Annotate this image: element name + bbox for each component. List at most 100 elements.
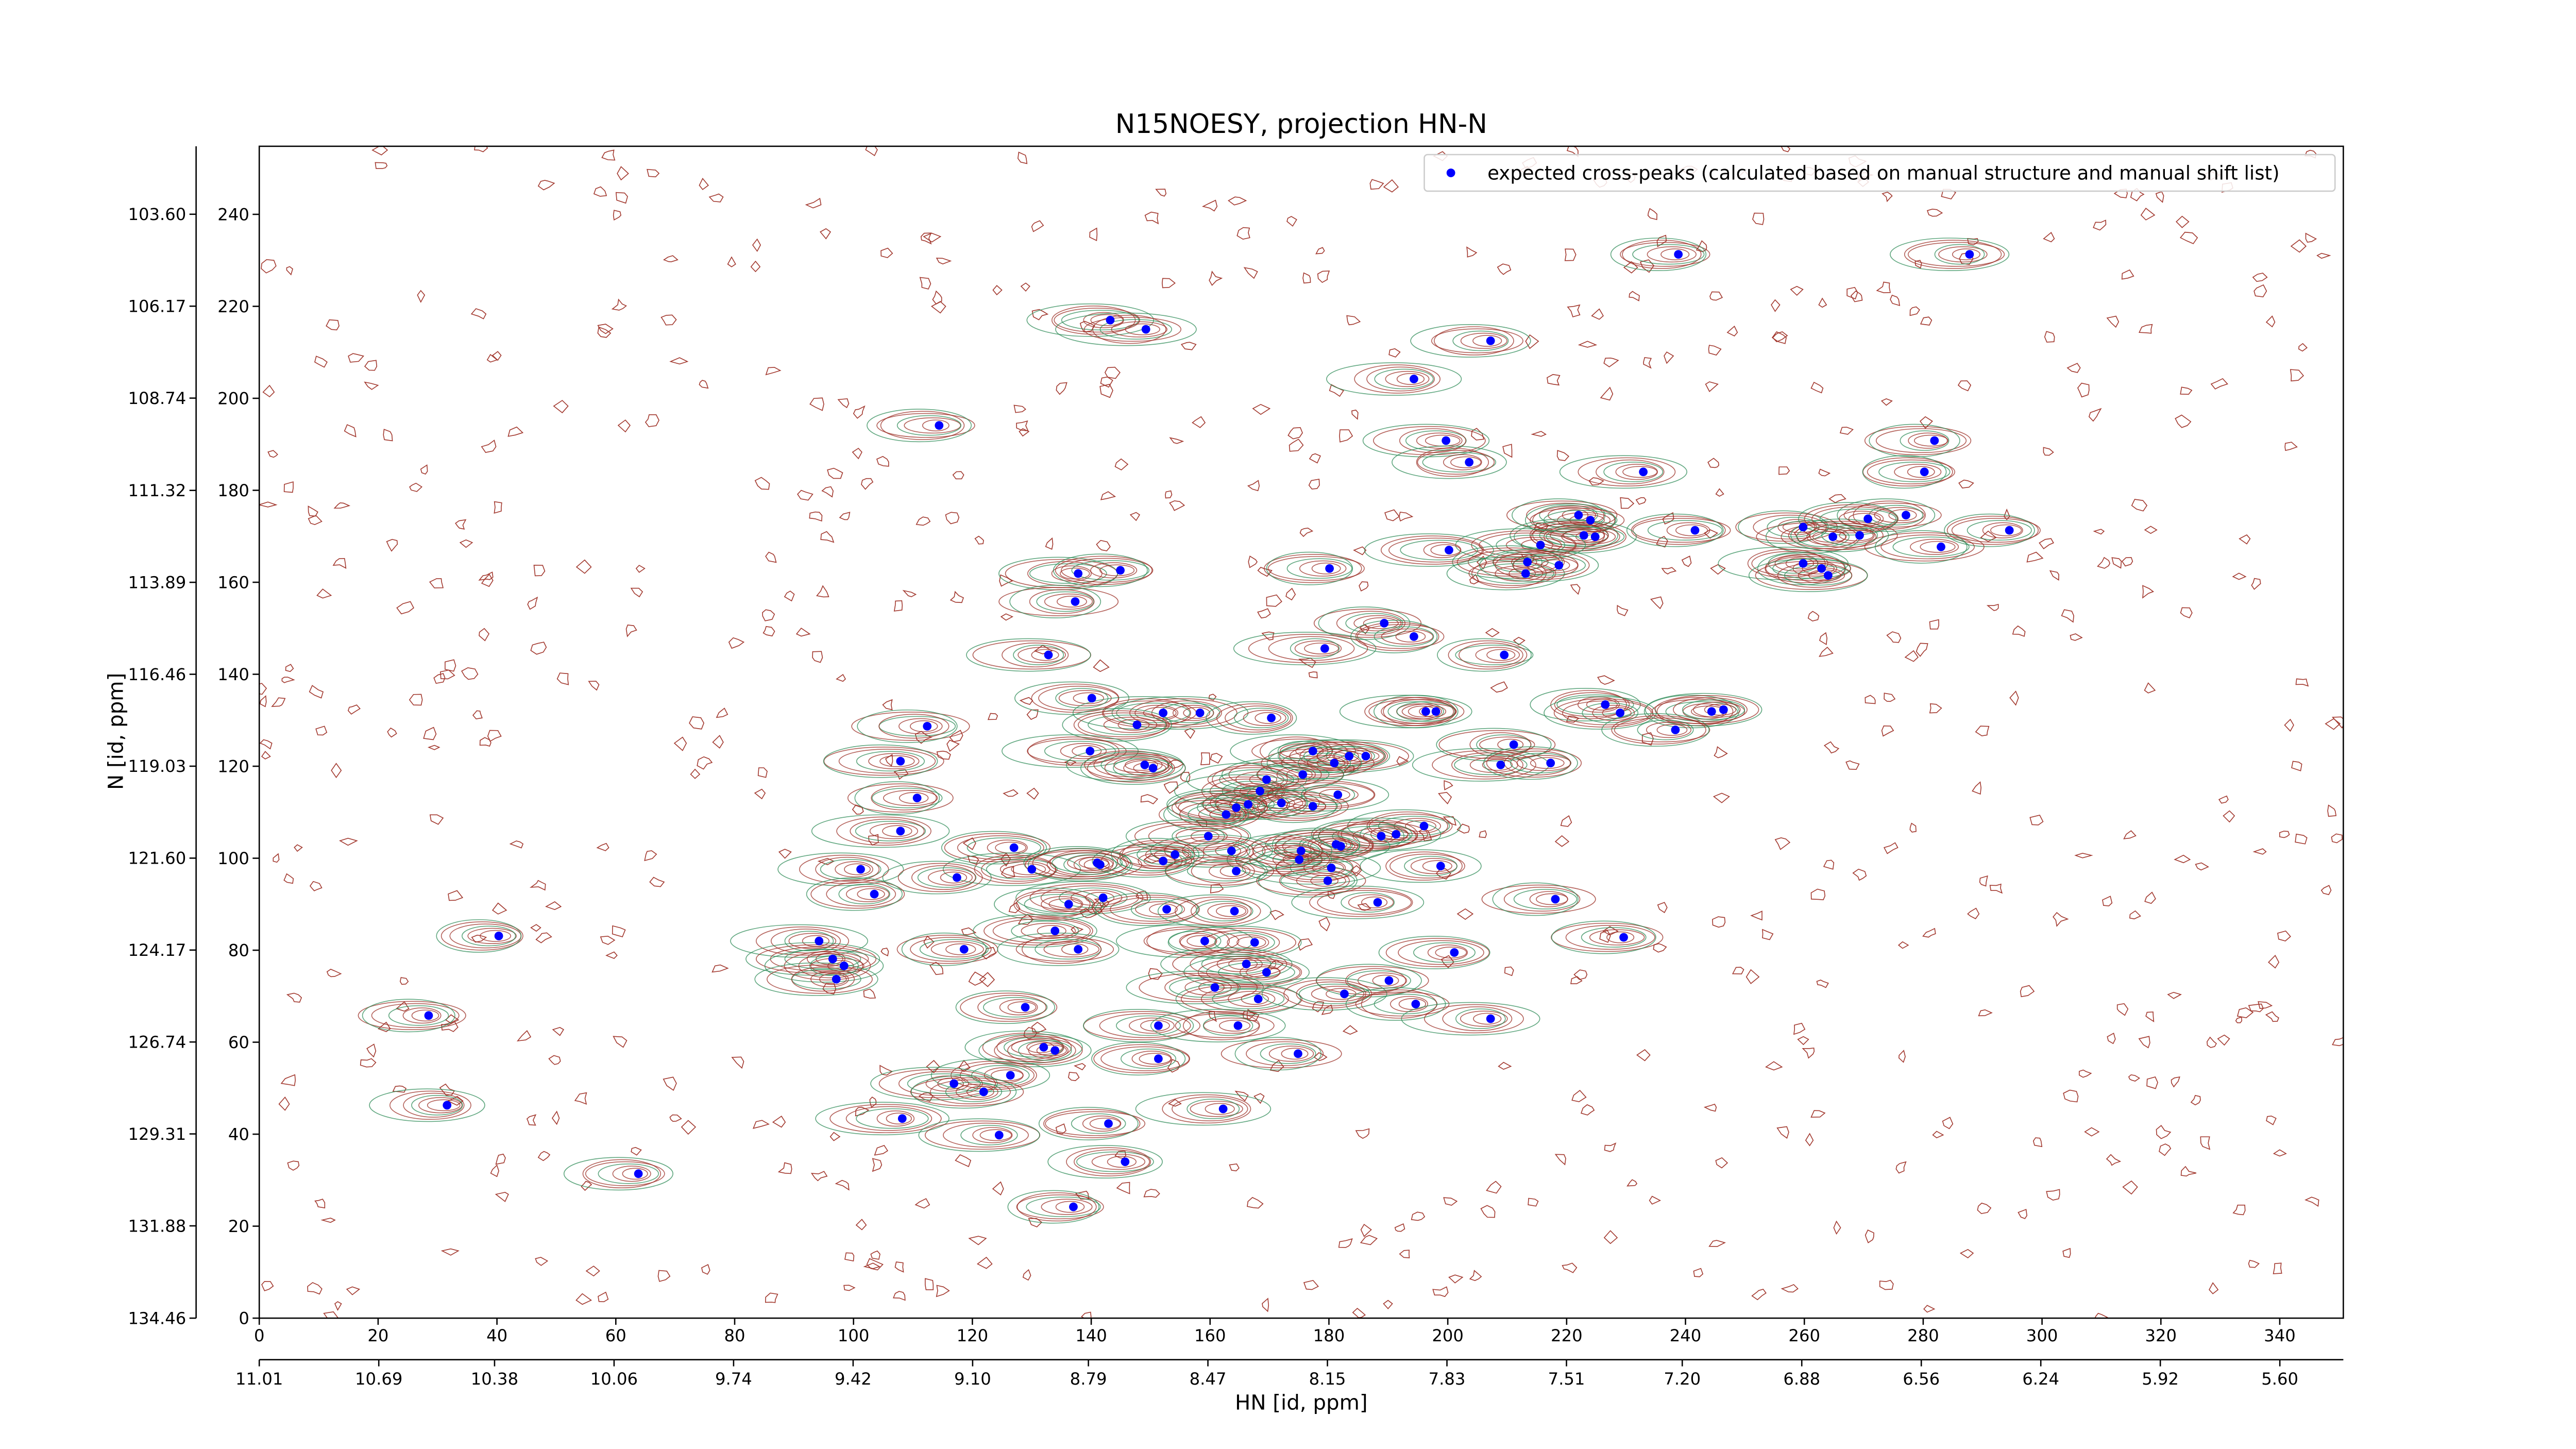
cross-peak bbox=[1074, 945, 1083, 954]
peak-contour bbox=[1422, 452, 1497, 473]
cross-peak bbox=[1200, 936, 1209, 946]
x-tick-label: 340 bbox=[2264, 1326, 2296, 1345]
noise-contour bbox=[880, 247, 893, 258]
cross-peak bbox=[1195, 709, 1205, 717]
peak-contour bbox=[1392, 445, 1507, 479]
noise-contour bbox=[617, 419, 631, 433]
noise-contour bbox=[936, 750, 951, 760]
peak-contour bbox=[1544, 524, 1620, 549]
cross-peak bbox=[1116, 566, 1125, 575]
peak-contour bbox=[966, 1086, 994, 1098]
noise-contour bbox=[1143, 1189, 1160, 1198]
peak-contour bbox=[1364, 533, 1494, 567]
peak-contour bbox=[1350, 619, 1438, 653]
peak-contour bbox=[1541, 559, 1570, 571]
peak-contour bbox=[388, 1005, 449, 1026]
noise-contour bbox=[2180, 386, 2193, 395]
peak-contour bbox=[857, 709, 958, 743]
peak-contour bbox=[1072, 745, 1102, 757]
y2-tick-label: 129.31 bbox=[128, 1124, 186, 1144]
peak-contour bbox=[1869, 424, 1960, 458]
noise-contour bbox=[1554, 1154, 1566, 1166]
peak-contour bbox=[1874, 530, 1968, 564]
peak-contour bbox=[1417, 450, 1495, 475]
noise-contour bbox=[893, 769, 909, 780]
peak-contour bbox=[883, 789, 938, 806]
peak-contour bbox=[1422, 860, 1452, 872]
x-tick-label: 40 bbox=[486, 1326, 507, 1345]
noise-contour bbox=[1977, 1202, 1992, 1215]
peak-contour bbox=[1131, 1051, 1172, 1067]
y2-tick-label: 126.74 bbox=[128, 1032, 186, 1052]
noise-contour bbox=[1248, 555, 1258, 568]
peak-contour bbox=[1336, 611, 1405, 636]
peak-contour bbox=[1452, 330, 1509, 351]
x-tick-label: 140 bbox=[1075, 1326, 1107, 1345]
noise-contour bbox=[280, 1074, 296, 1086]
peak-contour bbox=[838, 749, 936, 774]
noise-contour bbox=[445, 659, 456, 672]
peak-contour bbox=[1620, 242, 1710, 267]
peak-contour bbox=[1119, 842, 1205, 867]
peak-contour bbox=[1015, 891, 1095, 917]
peak-contour bbox=[1360, 824, 1413, 845]
noise-contour bbox=[1155, 189, 1167, 197]
noise-contour bbox=[1192, 416, 1206, 428]
noise-contour bbox=[647, 169, 660, 178]
noise-contour bbox=[470, 308, 487, 319]
noise-contour bbox=[529, 880, 546, 891]
peak-contour bbox=[1249, 773, 1278, 786]
cross-peak bbox=[815, 936, 824, 946]
cross-peak bbox=[1087, 694, 1096, 703]
peak-contour bbox=[1031, 683, 1120, 713]
peak-contour bbox=[1486, 748, 1582, 778]
peak-contour bbox=[806, 951, 845, 967]
peak-contour bbox=[910, 1075, 1017, 1109]
peak-contour bbox=[1848, 513, 1881, 525]
noise-contour bbox=[2290, 239, 2307, 253]
peak-contour bbox=[1313, 609, 1422, 638]
noise-contour bbox=[1978, 1009, 1993, 1017]
noise-contour bbox=[2210, 378, 2228, 390]
peak-contour bbox=[1041, 896, 1083, 913]
noise-contour bbox=[1922, 928, 1936, 938]
peak-contour bbox=[369, 1088, 485, 1122]
peak-contour bbox=[358, 1001, 466, 1030]
noise-contour bbox=[1352, 1307, 1366, 1318]
peak-contour bbox=[1361, 989, 1437, 1019]
peak-contour bbox=[1400, 540, 1478, 561]
peak-contour bbox=[992, 918, 1091, 943]
noise-contour bbox=[261, 259, 277, 274]
noise-contour bbox=[2044, 331, 2055, 343]
noise-contour bbox=[537, 1151, 551, 1161]
noise-contour bbox=[1167, 1059, 1180, 1073]
noise-contour bbox=[930, 301, 946, 314]
peak-contour bbox=[1038, 1107, 1139, 1140]
cross-peak bbox=[839, 961, 849, 970]
peak-contour bbox=[1363, 617, 1399, 629]
cross-peak bbox=[935, 421, 944, 430]
x-tick-label: 320 bbox=[2145, 1326, 2177, 1345]
legend-marker bbox=[1446, 169, 1455, 177]
peak-contour bbox=[1092, 314, 1166, 344]
noise-contour bbox=[481, 574, 494, 587]
noise-contour bbox=[281, 677, 295, 683]
x2-tick-label: 8.15 bbox=[1309, 1369, 1346, 1389]
peak-contour bbox=[1819, 508, 1896, 529]
noise-contour bbox=[1714, 746, 1728, 759]
noise-contour bbox=[728, 637, 745, 649]
noise-contour bbox=[795, 627, 811, 637]
peak-contour bbox=[1471, 559, 1547, 588]
noise-contour bbox=[2175, 414, 2192, 428]
noise-contour bbox=[1816, 980, 1829, 988]
peak-contour bbox=[1951, 518, 2041, 543]
cross-peak bbox=[1465, 458, 1474, 467]
y2-tick-label: 131.88 bbox=[128, 1216, 186, 1236]
noise-contour bbox=[283, 873, 294, 884]
peak-contour bbox=[1187, 935, 1216, 947]
peak-contour bbox=[1435, 947, 1467, 958]
noise-contour bbox=[307, 1282, 323, 1295]
peak-contour bbox=[1908, 432, 1948, 449]
noise-contour bbox=[812, 651, 823, 663]
cross-peak bbox=[1154, 1021, 1163, 1030]
